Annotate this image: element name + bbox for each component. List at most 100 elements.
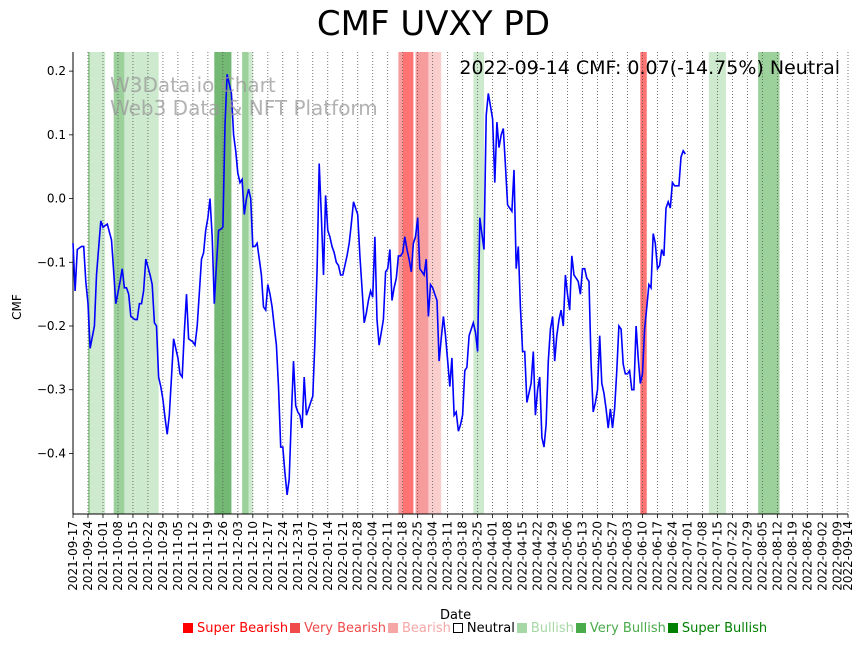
legend-item: Super Bearish [183,621,288,636]
legend-swatch [387,623,398,633]
axes [72,52,848,515]
zone-very-bullish [242,52,249,514]
y-tick-label: 0.1 [47,128,66,142]
x-tick-label: 2022-02-11 [381,521,395,591]
legend-item: Very Bullish [575,621,666,636]
x-tick-label: 2022-03-25 [471,521,485,591]
y-tick-label: −0.3 [37,383,66,397]
x-tick-label: 2022-07-15 [710,521,724,591]
legend-item: Bullish [516,621,574,636]
x-tick-label: 2022-06-10 [635,521,649,591]
x-tick-label: 2022-06-17 [650,521,664,591]
legend-label: Bearish [401,621,451,636]
x-tick-label: 2022-01-21 [336,521,350,591]
x-tick-label: 2022-04-29 [546,521,560,591]
x-tick-label: 2021-12-03 [231,521,245,591]
grid-lines [72,52,849,514]
x-tick-label: 2021-09-17 [66,521,80,591]
x-tick-label: 2021-10-15 [126,521,140,591]
x-tick-label: 2021-12-17 [261,521,275,591]
y-tick-label: 0.0 [47,192,66,206]
x-tick-label: 2022-02-04 [366,521,380,591]
x-tick-label: 2022-05-27 [606,521,620,591]
signal-zones [87,52,780,514]
legend-swatch [667,623,678,633]
x-tick-label: 2022-01-14 [321,521,335,591]
zone-bullish [248,52,253,514]
y-axis-ticks: 0.2 0.1 0.0 −0.1 −0.2 −0.3 −0.4 [37,64,73,460]
x-tick-label: 2021-10-22 [141,521,155,591]
watermark-line-2: Web3 Data & NFT Platform [110,96,378,120]
legend: Super Bearish Very Bearish Bearish Neutral B… [183,621,769,636]
latest-value-annotation: 2022-09-14 CMF: 0.07(-14.75%) Neutral [459,57,840,79]
legend-label: Super Bullish [681,621,768,636]
x-tick-label: 2022-02-18 [396,521,410,591]
x-axis-label: Date [440,608,472,623]
chart-title: CMF UVXY PD [316,4,551,44]
x-tick-label: 2022-09-14 [841,521,855,591]
legend-swatch [183,623,193,633]
y-tick-label: −0.2 [37,319,66,333]
legend-item: Very Bearish [290,621,386,636]
legend-item: Bearish [387,621,451,636]
zone-bearish [428,52,442,514]
legend-swatch [452,623,463,633]
y-axis-label: CMF [10,294,24,320]
x-tick-label: 2022-06-03 [620,521,634,591]
x-tick-label: 2022-04-08 [501,521,515,591]
zone-very-bullish [87,52,91,514]
x-tick-label: 2021-12-10 [246,521,260,591]
x-tick-label: 2022-08-19 [785,521,799,591]
zone-very-bearish [415,52,429,514]
x-tick-label: 2022-02-25 [411,521,425,591]
x-tick-label: 2022-05-13 [576,521,590,591]
legend-label: Bullish [530,621,574,636]
x-tick-label: 2022-05-20 [591,521,605,591]
x-tick-label: 2022-09-09 [830,521,844,591]
legend-label: Very Bearish [304,621,386,636]
x-tick-label: 2022-09-02 [815,521,829,591]
x-tick-label: 2021-10-01 [96,521,110,591]
x-tick-label: 2022-06-24 [665,521,679,591]
zone-bullish [135,52,159,514]
x-tick-label: 2022-05-06 [561,521,575,591]
x-tick-label: 2021-11-05 [171,521,185,591]
x-tick-label: 2022-04-01 [486,521,500,591]
legend-label: Neutral [466,621,515,636]
cmf-line [72,74,686,496]
x-tick-label: 2022-08-26 [800,521,814,591]
x-tick-label: 2021-10-08 [111,521,125,591]
zone-bullish [124,52,136,514]
zone-very-bullish [758,52,780,514]
x-tick-label: 2021-10-29 [156,521,170,591]
x-tick-label: 2021-12-31 [291,521,305,591]
legend-swatch [290,623,301,633]
x-axis-ticks: 2021-09-17 2021-09-24 2021-10-01 2021-10-08… [66,514,855,591]
zone-very-bearish [398,52,403,514]
x-tick-label: 2022-03-18 [456,521,470,591]
x-tick-label: 2021-12-24 [276,521,290,591]
legend-swatch [575,623,586,633]
x-tick-label: 2022-08-05 [755,521,769,591]
y-tick-label: −0.1 [37,255,66,269]
x-tick-label: 2022-07-22 [725,521,739,591]
zone-bullish [90,52,106,514]
y-tick-label: −0.4 [37,446,66,460]
y-tick-label: 0.2 [47,64,66,78]
legend-item: Super Bullish [667,621,768,636]
x-tick-label: 2022-03-04 [426,521,440,591]
x-tick-label: 2022-07-01 [680,521,694,591]
x-tick-label: 2022-03-11 [441,521,455,591]
zone-super-bearish [402,52,414,514]
x-tick-label: 2022-01-28 [351,521,365,591]
x-tick-label: 2021-11-12 [186,521,200,591]
x-tick-label: 2021-09-24 [81,521,95,591]
zone-super-bearish [640,52,647,514]
x-tick-label: 2022-04-22 [531,521,545,591]
x-tick-label: 2022-07-08 [695,521,709,591]
watermark-line-1: W3Data.io Chart [110,73,276,97]
x-tick-label: 2022-04-15 [516,521,530,591]
x-tick-label: 2022-08-12 [770,521,784,591]
x-tick-label: 2022-07-29 [740,521,754,591]
